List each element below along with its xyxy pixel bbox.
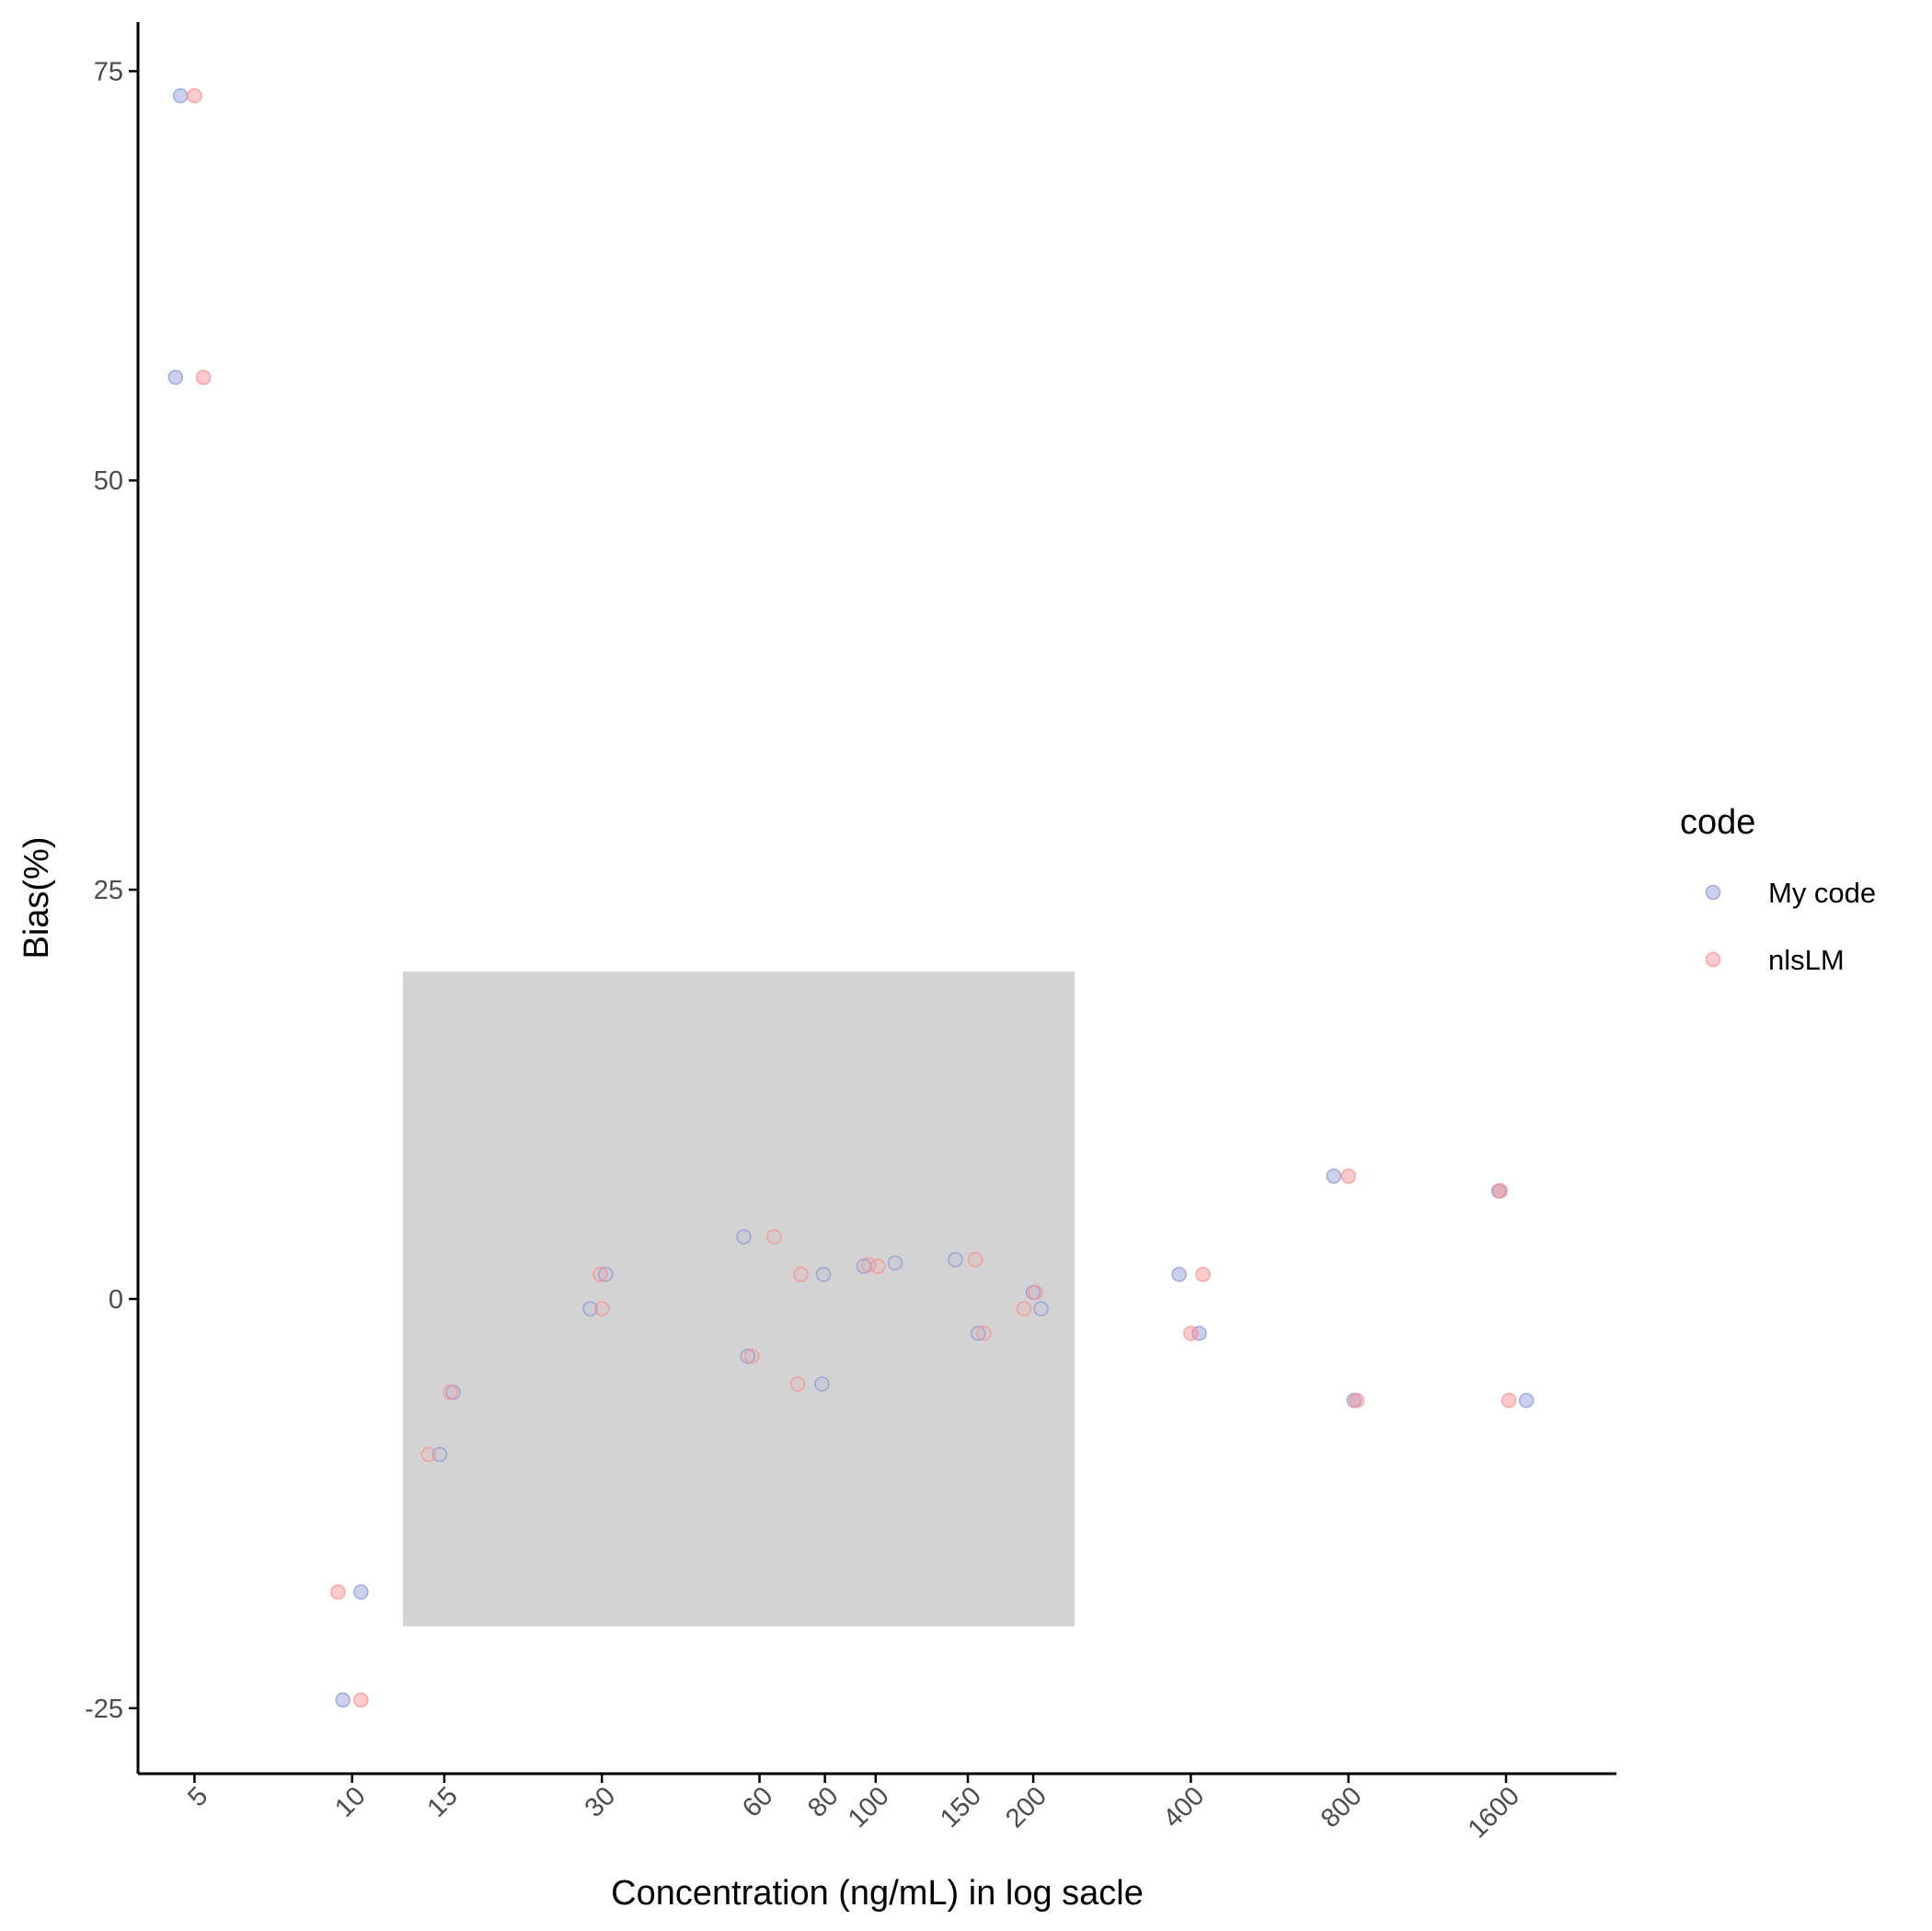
- y-tick-label: 0: [109, 1285, 123, 1315]
- point-nlslm: [1501, 1393, 1517, 1408]
- point-nlslm: [1016, 1301, 1032, 1316]
- legend-label-my-code: My code: [1768, 877, 1876, 909]
- point-nlslm: [869, 1259, 886, 1274]
- point-my-code: [814, 1376, 830, 1392]
- point-my-code: [736, 1229, 752, 1245]
- point-nlslm: [743, 1348, 760, 1364]
- point-nlslm: [592, 1267, 608, 1282]
- point-my-code: [172, 87, 189, 104]
- legend-marker-my-code: [1705, 884, 1721, 901]
- point-my-code: [431, 1446, 448, 1463]
- point-nlslm: [1492, 1183, 1509, 1199]
- y-axis-ticks: 75 50 25 0 -25: [85, 57, 138, 1724]
- shaded-region: [402, 971, 1075, 1626]
- point-my-code: [1518, 1393, 1535, 1408]
- point-nlslm: [195, 369, 212, 385]
- point-my-code: [887, 1255, 903, 1271]
- point-nlslm: [793, 1267, 809, 1282]
- point-nlslm: [593, 1301, 610, 1316]
- point-my-code: [740, 1348, 756, 1364]
- point-nlslm: [1349, 1393, 1365, 1408]
- y-axis-title: Bias(%): [17, 836, 56, 959]
- y-tick-label: -25: [85, 1695, 123, 1724]
- point-nlslm: [420, 1446, 437, 1463]
- point-nlslm: [353, 1692, 369, 1708]
- point-nlslm: [443, 1385, 458, 1400]
- y-tick-label: 25: [94, 876, 123, 905]
- point-my-code: [815, 1267, 832, 1282]
- point-nlslm: [967, 1252, 983, 1268]
- point-nlslm: [1195, 1267, 1211, 1282]
- point-nlslm: [766, 1229, 782, 1245]
- point-my-code: [582, 1301, 598, 1316]
- point-my-code: [1191, 1326, 1207, 1341]
- y-tick-label: 75: [94, 57, 123, 86]
- point-my-code: [948, 1252, 963, 1268]
- legend-label-nlslm: nlsLM: [1768, 944, 1845, 976]
- legend-title: code: [1680, 803, 1755, 842]
- point-nlslm: [1183, 1326, 1199, 1341]
- point-nlslm: [789, 1376, 806, 1392]
- point-my-code: [353, 1584, 369, 1600]
- point-nlslm: [976, 1326, 992, 1341]
- point-nlslm: [1340, 1168, 1356, 1184]
- point-nlslm: [330, 1584, 346, 1600]
- point-my-code: [167, 369, 184, 385]
- point-my-code: [335, 1692, 351, 1708]
- data-points: [167, 87, 1535, 1708]
- point-my-code: [1171, 1267, 1187, 1282]
- x-axis-title: Concentration (ng/mL) in log sacle: [611, 1874, 1144, 1913]
- point-my-code: [1326, 1168, 1342, 1184]
- point-my-code: [1033, 1301, 1049, 1316]
- legend: code My code nlsLM: [1680, 803, 1876, 976]
- legend-marker-nlslm: [1705, 951, 1721, 968]
- y-tick-label: 50: [94, 466, 123, 496]
- point-nlslm: [861, 1257, 877, 1272]
- point-my-code: [598, 1267, 614, 1282]
- point-nlslm: [187, 87, 202, 104]
- point-my-code: [971, 1326, 986, 1341]
- point-nlslm: [1028, 1284, 1043, 1301]
